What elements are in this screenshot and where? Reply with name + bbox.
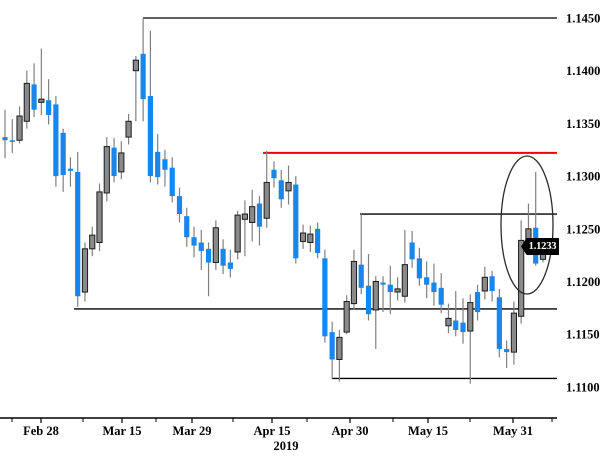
candle-down [147, 95, 153, 177]
candle-down [460, 322, 466, 333]
last-price-badge: 1.1233 [521, 238, 559, 255]
candle-down [176, 196, 183, 215]
candle-up [125, 120, 132, 138]
candle-up [241, 213, 249, 220]
candle-up [299, 232, 307, 242]
highlight-ellipse [500, 155, 554, 295]
candle-down [271, 169, 277, 179]
y-axis-price-label: 1.1100 [566, 380, 600, 394]
candle-down [387, 284, 393, 293]
candle-down [162, 159, 168, 170]
y-axis-price-label: 1.1150 [566, 328, 600, 342]
candle-up [81, 248, 89, 293]
x-axis-label: May 15 [408, 424, 448, 438]
x-axis-label: Apr 30 [332, 424, 369, 438]
candle-up [510, 312, 517, 353]
candle-down [315, 228, 321, 254]
candle-up [467, 302, 474, 332]
candle-up [336, 336, 343, 360]
candle-down [31, 84, 37, 110]
x-axis-label: May 31 [493, 424, 533, 438]
candle-down [365, 285, 372, 315]
candle-down [293, 184, 299, 259]
candle-down [2, 137, 8, 141]
candle-down [438, 287, 444, 305]
candle-down [489, 276, 495, 291]
y-axis-price-label: 1.1450 [566, 12, 600, 26]
candle-down [278, 180, 284, 200]
candle-down [358, 264, 364, 288]
candle-down [220, 248, 226, 266]
candle-up [372, 281, 379, 311]
candle-down [409, 242, 415, 260]
candle-up [103, 146, 110, 194]
candle-up [263, 181, 270, 219]
candle-up [307, 233, 314, 244]
candle-up [401, 264, 408, 297]
candle-up [350, 260, 358, 305]
candle-down [169, 167, 175, 197]
y-axis-price-label: 1.1400 [566, 64, 600, 78]
candle-down [111, 147, 117, 177]
candle-up [234, 214, 241, 253]
candle-up [394, 288, 401, 293]
candle-down [322, 258, 328, 337]
candle-down [9, 140, 15, 142]
candle-down [75, 171, 81, 297]
candle-up [285, 181, 292, 192]
candle-down [140, 53, 146, 100]
candle-down [67, 168, 74, 171]
candle-down [155, 151, 161, 178]
candle-up [132, 59, 139, 72]
candle-down [198, 242, 204, 251]
candle-down [184, 216, 190, 238]
x-axis-label: Mar 15 [103, 424, 142, 438]
year-label: 2019 [273, 439, 299, 453]
x-axis-label: Mar 29 [173, 424, 212, 438]
candle-up [212, 227, 219, 264]
x-axis-label: Feb 28 [23, 424, 59, 438]
candle-down [496, 297, 502, 349]
candle-up [481, 276, 488, 292]
candle-down [256, 203, 263, 227]
candle-down [431, 282, 437, 293]
y-axis-price-label: 1.1200 [566, 275, 600, 289]
candle-up [445, 317, 452, 327]
candle-up [118, 152, 125, 173]
candle-up [38, 98, 45, 103]
candle-down [46, 100, 52, 115]
candle-down [416, 258, 422, 279]
candle-down [191, 237, 197, 246]
candle-down [474, 292, 481, 313]
candle-up [249, 206, 256, 223]
candle-down [205, 248, 212, 263]
candle-down [380, 282, 386, 285]
y-axis-price-label: 1.1350 [566, 117, 600, 131]
candle-down [60, 132, 66, 176]
candle-up [518, 239, 525, 317]
candle-down [329, 332, 335, 360]
candle-down [504, 348, 510, 353]
y-axis-price-label: 1.1300 [566, 170, 600, 184]
candle-up [89, 234, 96, 250]
candle-up [23, 82, 30, 122]
x-axis-label: Apr 15 [254, 424, 291, 438]
candle-down [453, 320, 459, 330]
candle-up [16, 115, 23, 141]
candle-down [227, 262, 233, 269]
candle-down [424, 277, 430, 285]
candle-up [96, 191, 103, 244]
y-axis-price-label: 1.1250 [566, 222, 600, 236]
candle-up [343, 301, 350, 333]
candle-down [53, 104, 59, 177]
